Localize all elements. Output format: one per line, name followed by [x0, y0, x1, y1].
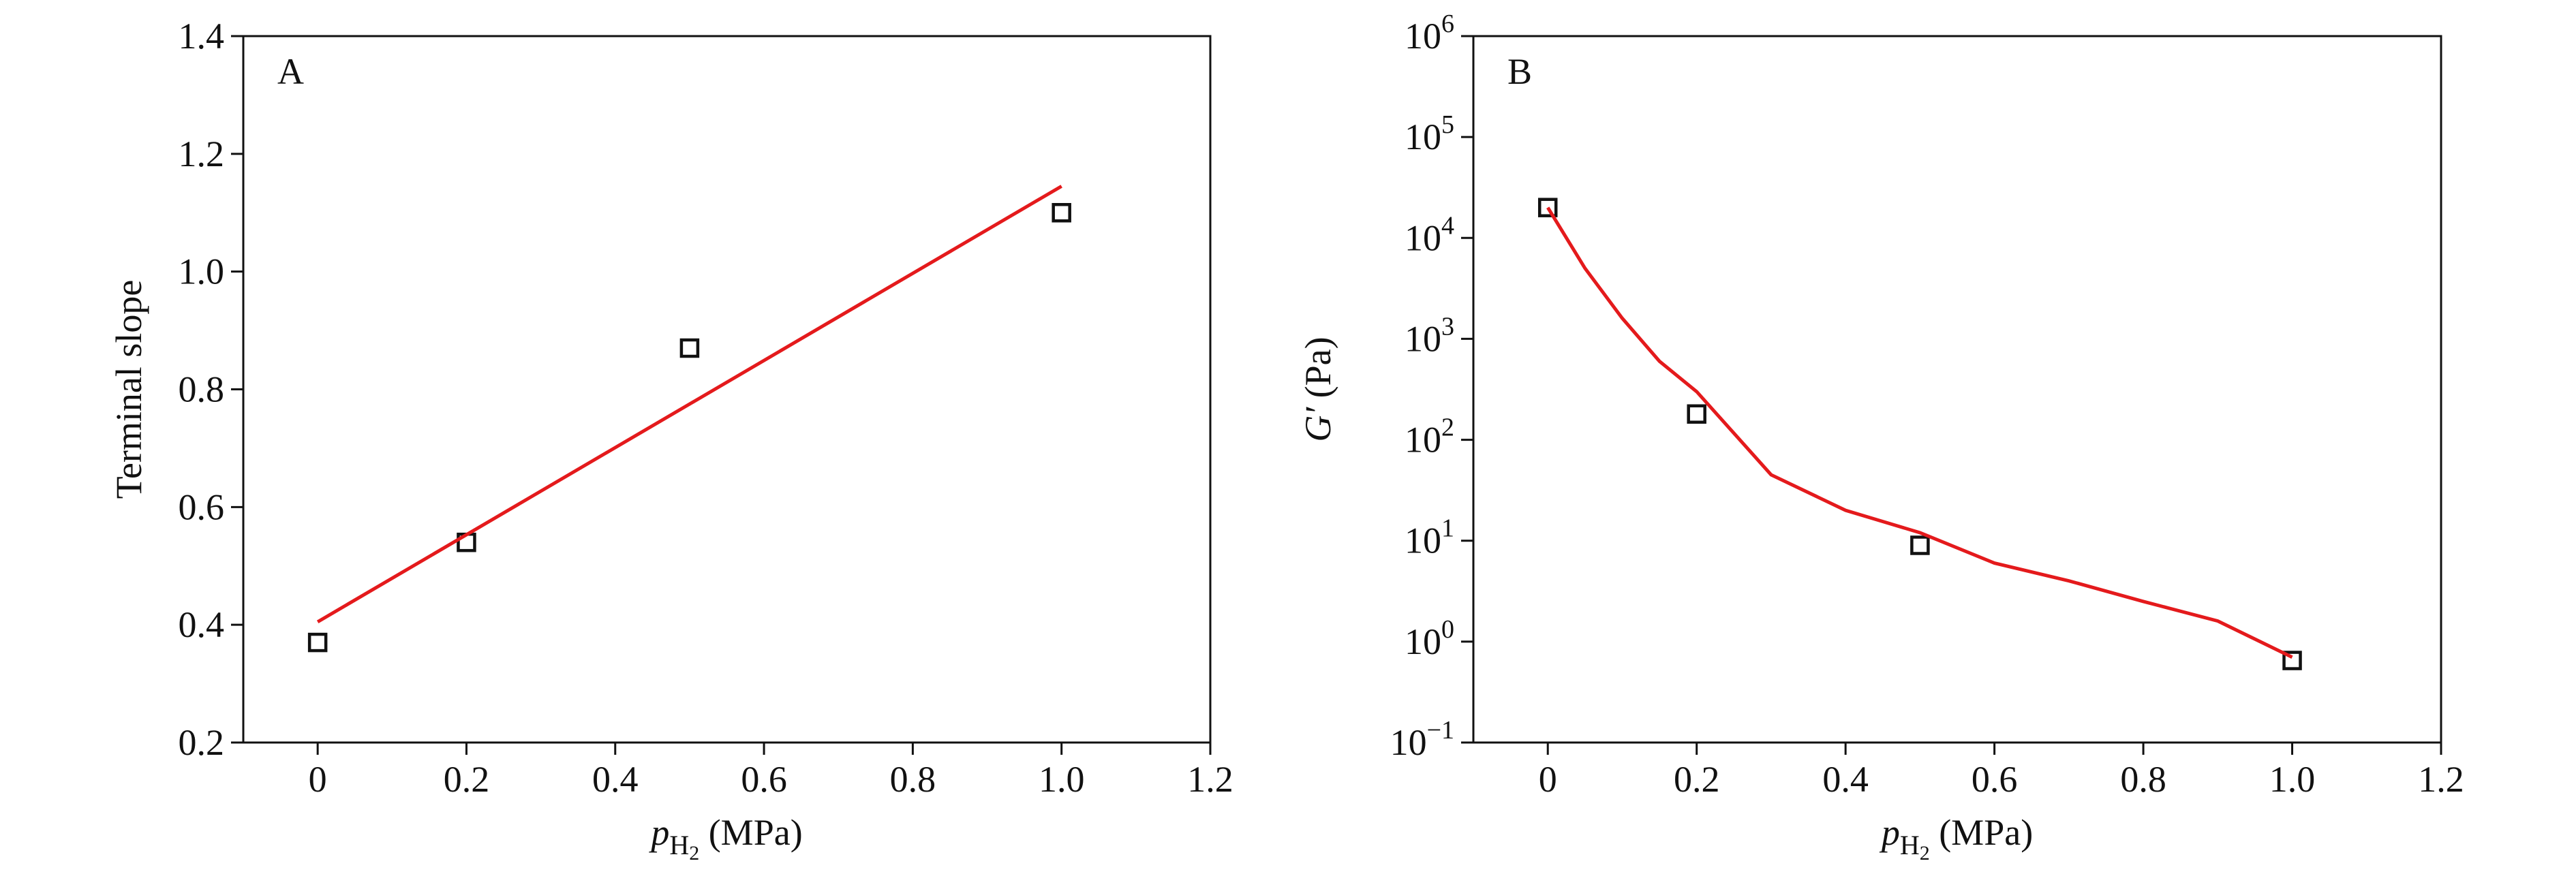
y-tick-label: 100: [1405, 615, 1454, 662]
tick-base: 10: [1405, 318, 1441, 359]
y-tick-label: 0.4: [179, 604, 225, 645]
x-tick-label: 1.2: [2418, 759, 2464, 800]
x-axis-label: pH2 (MPa): [1879, 812, 2033, 864]
y-axis-label: Terminal slope: [108, 280, 149, 499]
data-point: [2282, 651, 2302, 670]
tick-exponent: 2: [1441, 413, 1454, 442]
y-tick-label: 103: [1405, 312, 1454, 359]
tick-base: 10: [1405, 420, 1441, 461]
label-var: p: [648, 812, 669, 853]
plot-frame: [1472, 35, 2442, 744]
y-tick-label: 0.6: [179, 486, 225, 527]
x-tick-label: 0: [1539, 759, 1557, 800]
y-tick-label: 1.0: [179, 251, 225, 292]
x-tick-label: 1.2: [1187, 759, 1233, 800]
label-var: p: [1879, 812, 1900, 853]
panel-label: A: [277, 51, 304, 92]
x-tick-label: 0.6: [1972, 759, 2018, 800]
label-subsub: 2: [689, 842, 699, 864]
data-point: [1910, 535, 1930, 555]
x-tick-label: 0.8: [890, 759, 936, 800]
label-unit: (MPa): [699, 812, 802, 853]
y-tick-label: 105: [1405, 110, 1454, 157]
tick-base: 10: [1405, 621, 1441, 662]
y-tick-label: 0.8: [179, 369, 225, 410]
tick-exponent: 3: [1441, 312, 1454, 341]
label-unit: (MPa): [1930, 812, 2033, 853]
fit-line: [1546, 206, 2293, 659]
tick-exponent: 5: [1441, 110, 1454, 139]
data-point: [307, 632, 328, 653]
y-tick-label: 1.2: [179, 134, 225, 174]
x-axis-label: pH2 (MPa): [648, 812, 802, 864]
data-point: [1052, 203, 1071, 223]
x-tick-label: 0.6: [741, 759, 787, 800]
y-axis-label: G′ (Pa): [1298, 337, 1338, 441]
x-tick-label: 0: [309, 759, 327, 800]
y-tick-label: 102: [1405, 413, 1454, 461]
tick-exponent: 1: [1441, 514, 1454, 543]
plot-frame: [242, 35, 1212, 744]
fit-line: [316, 185, 1062, 624]
tick-exponent: 6: [1441, 10, 1454, 38]
y-tick-label: 0.2: [179, 722, 225, 763]
label-unit: (Pa): [1298, 337, 1338, 407]
x-tick-label: 1.0: [2269, 759, 2316, 800]
y-tick-label: 104: [1405, 211, 1454, 258]
label-subsub: 2: [1920, 842, 1930, 864]
tick-exponent: −1: [1427, 716, 1454, 745]
label-var: G′: [1298, 407, 1338, 442]
tick-base: 10: [1405, 116, 1441, 157]
panel-label: B: [1507, 51, 1532, 92]
data-point: [679, 338, 700, 358]
tick-base: 10: [1405, 16, 1441, 57]
label-sub: H: [1900, 830, 1920, 860]
tick-base: 10: [1405, 520, 1441, 561]
label-sub: H: [669, 830, 689, 860]
tick-base: 10: [1390, 722, 1427, 763]
data-point: [1687, 404, 1706, 424]
y-tick-label: 101: [1405, 514, 1454, 561]
y-tick-label: 1.4: [179, 16, 225, 57]
x-tick-label: 1.0: [1039, 759, 1085, 800]
x-tick-label: 0.8: [2120, 759, 2166, 800]
tick-exponent: 4: [1441, 211, 1454, 240]
x-tick-label: 0.2: [444, 759, 490, 800]
y-tick-label: 106: [1405, 10, 1454, 57]
x-tick-label: 0.4: [1822, 759, 1869, 800]
tick-base: 10: [1405, 217, 1441, 258]
x-tick-label: 0.4: [592, 759, 639, 800]
tick-exponent: 0: [1441, 615, 1454, 644]
x-tick-label: 0.2: [1674, 759, 1720, 800]
y-tick-label: 10−1: [1390, 716, 1454, 763]
data-point: [1537, 198, 1558, 217]
